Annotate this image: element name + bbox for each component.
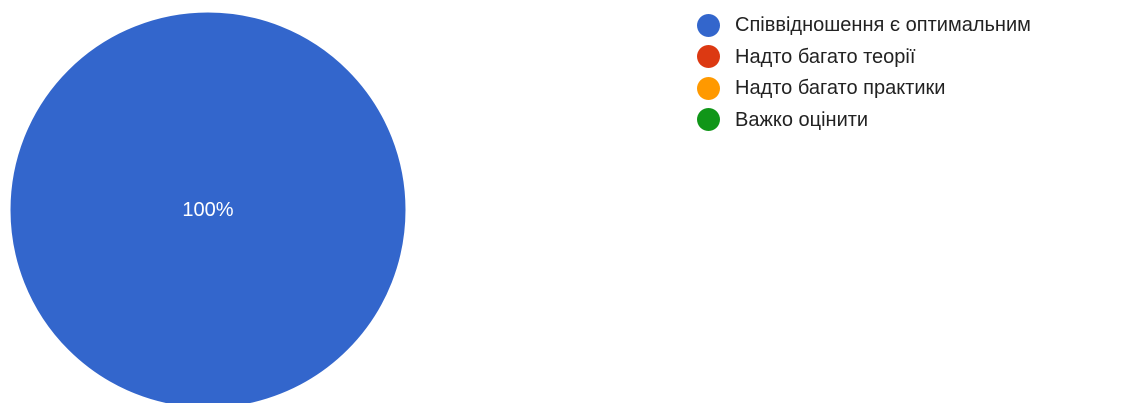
legend-item-hard-to-evaluate[interactable]: Важко оцінити bbox=[697, 105, 1031, 135]
legend: Співвідношення є оптимальним Надто багат… bbox=[697, 10, 1031, 136]
legend-swatch-optimal bbox=[697, 13, 720, 37]
legend-label-too-much-practice: Надто багато практики bbox=[735, 77, 946, 99]
pie-plot-area: 100% bbox=[9, 11, 407, 403]
legend-item-optimal[interactable]: Співвідношення є оптимальним bbox=[697, 10, 1031, 40]
legend-label-hard-to-evaluate: Важко оцінити bbox=[735, 108, 869, 131]
pie-slice-optimal[interactable] bbox=[9, 11, 407, 403]
legend-label-too-much-theory: Надто багато теорії bbox=[735, 45, 916, 68]
legend-label-optimal: Співвідношення є оптимальним bbox=[735, 14, 1031, 36]
pie-slice-label-optimal: 100% bbox=[182, 199, 233, 221]
legend-item-too-much-theory[interactable]: Надто багато теорії bbox=[697, 42, 1031, 72]
legend-swatch-too-much-practice bbox=[697, 76, 720, 100]
legend-swatch-too-much-theory bbox=[697, 45, 720, 68]
legend-swatch-hard-to-evaluate bbox=[697, 108, 720, 131]
legend-item-too-much-practice[interactable]: Надто багато практики bbox=[697, 73, 1031, 103]
